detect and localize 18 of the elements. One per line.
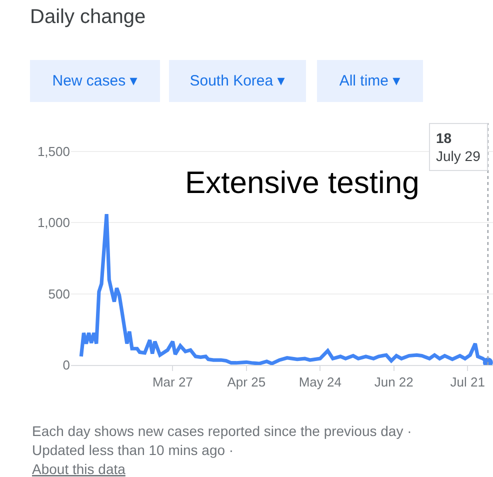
ref-line-label: 18 July 29 — [436, 130, 481, 164]
chart-title: Daily change — [30, 6, 146, 28]
annotation: Extensive testing — [185, 165, 420, 200]
y-tick-label: 1,000 — [37, 215, 70, 230]
text: Each day shows new cases reported since the previous day · — [32, 423, 412, 439]
text: About this data — [32, 461, 126, 477]
text: South Korea ▾ — [190, 72, 286, 90]
text: Updated less than 10 mins ago · — [32, 442, 234, 458]
text: All time ▾ — [339, 72, 401, 90]
x-tick-label: May 24 — [298, 374, 342, 390]
x-tick-label: Jun 22 — [374, 374, 414, 390]
y-tick-label: 0 — [62, 358, 70, 373]
x-tick-label: Jul 21 — [450, 374, 485, 390]
x-tick-label: Mar 27 — [152, 374, 193, 390]
text: New cases ▾ — [52, 72, 138, 90]
x-tick-label: Apr 25 — [227, 374, 266, 390]
y-tick-label: 500 — [48, 286, 70, 302]
y-tick-label: 1,500 — [37, 144, 70, 160]
